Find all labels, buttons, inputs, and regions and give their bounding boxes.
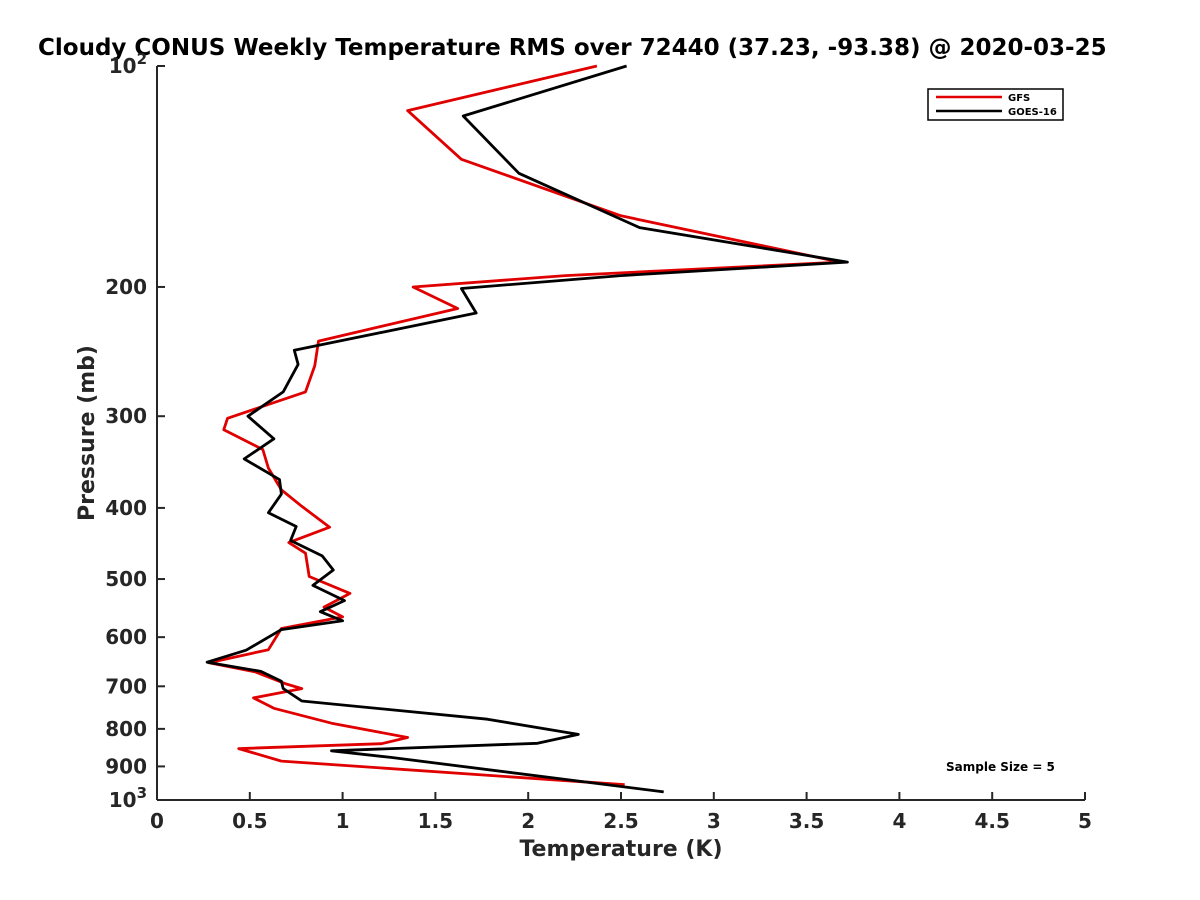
y-tick-label-base: 800 [105, 717, 147, 741]
legend-box [927, 88, 1064, 121]
legend-label-gfs: GFS [1008, 93, 1030, 104]
y-tick-label-base: 300 [105, 404, 147, 428]
y-tick-label-base: 200 [105, 275, 147, 299]
x-tick-label: 3.5 [789, 809, 824, 833]
legend-label-goes16: GOES-16 [1008, 107, 1057, 118]
x-tick-label: 4.5 [974, 809, 1009, 833]
y-tick-label-base: 400 [105, 496, 147, 520]
y-tick-label: 900 [105, 754, 147, 778]
x-tick-label: 3 [707, 809, 721, 833]
y-tick-label-base: 600 [105, 625, 147, 649]
plot-area: 0 0.5 1 1.5 2 2.5 3 3.5 4 4.5 5 102200300400500600… [105, 50, 1092, 833]
x-tick-label: 4 [892, 809, 906, 833]
y-tick-label: 700 [105, 674, 147, 698]
y-tick-label: 103 [109, 784, 147, 812]
y-axis-label: Pressure (mb) [75, 345, 100, 521]
y-tick-label: 400 [105, 496, 147, 520]
x-tick-label: 2 [521, 809, 535, 833]
x-tick-label: 0 [150, 809, 164, 833]
x-tick-label: 1.5 [418, 809, 453, 833]
y-tick-label-base: 500 [105, 567, 147, 591]
y-tick-label-base: 700 [105, 674, 147, 698]
y-tick-label-exponent: 3 [137, 784, 147, 802]
x-tick-label: 2.5 [603, 809, 638, 833]
x-tick-label: 5 [1078, 809, 1092, 833]
x-axis-label: Temperature (K) [519, 837, 722, 862]
x-ticks: 0 0.5 1 1.5 2 2.5 3 3.5 4 4.5 5 [150, 792, 1092, 833]
y-tick-label-base: 10 [109, 788, 137, 812]
x-tick-label: 0.5 [232, 809, 267, 833]
y-tick-label: 200 [105, 275, 147, 299]
y-tick-label: 500 [105, 567, 147, 591]
sample-size-annotation: Sample Size = 5 [946, 760, 1055, 774]
y-tick-label: 600 [105, 625, 147, 649]
y-tick-label-base: 900 [105, 754, 147, 778]
series-line-goes16 [205, 64, 849, 794]
y-tick-label: 800 [105, 717, 147, 741]
y-tick-label-base: 10 [109, 54, 137, 78]
legend: GFS GOES-16 [927, 88, 1064, 121]
y-tick-label-exponent: 2 [137, 50, 147, 68]
y-tick-label: 102 [109, 50, 147, 78]
chart-title: Cloudy CONUS Weekly Temperature RMS over… [38, 35, 1107, 61]
y-tick-label: 300 [105, 404, 147, 428]
x-tick-label: 1 [336, 809, 350, 833]
series-line-gfs [207, 64, 842, 787]
series-lines [205, 64, 849, 794]
